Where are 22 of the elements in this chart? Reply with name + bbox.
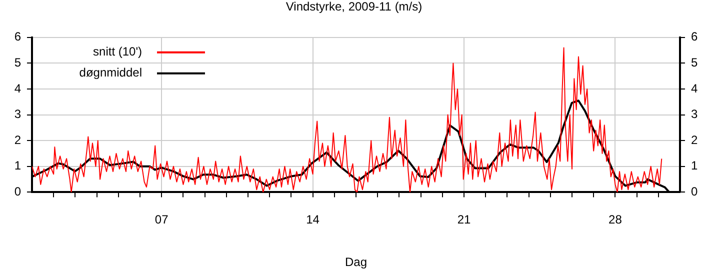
x-tick-label: 28 <box>608 212 622 227</box>
y-tick-label: 0 <box>14 184 22 199</box>
chart-title: Vindstyrke, 2009-11 (m/s) <box>286 0 422 14</box>
y2-tick-label: 0 <box>691 184 698 199</box>
y2-tick-label: 6 <box>691 30 698 44</box>
y-tick-label: 1 <box>14 158 22 173</box>
x-tick-label: 07 <box>154 212 169 227</box>
y-tick-label: 5 <box>14 56 22 70</box>
y2-tick-label: 3 <box>691 107 698 122</box>
x-axis-title: Dag <box>344 255 368 270</box>
y-tick-label: 3 <box>14 107 22 122</box>
y-tick-label: 2 <box>14 132 22 147</box>
y2-tick-label: 1 <box>691 158 698 173</box>
legend-label: snitt (10') <box>93 44 142 59</box>
x-tick-label: 14 <box>306 212 320 227</box>
y-tick-label: 4 <box>14 81 22 96</box>
y2-tick-label: 4 <box>691 81 698 96</box>
y2-tick-label: 5 <box>691 56 698 70</box>
y-tick-label: 6 <box>14 30 22 44</box>
x-tick-label: 21 <box>457 212 471 227</box>
y2-tick-label: 2 <box>691 132 698 147</box>
legend-label: døgnmiddel <box>79 66 142 80</box>
